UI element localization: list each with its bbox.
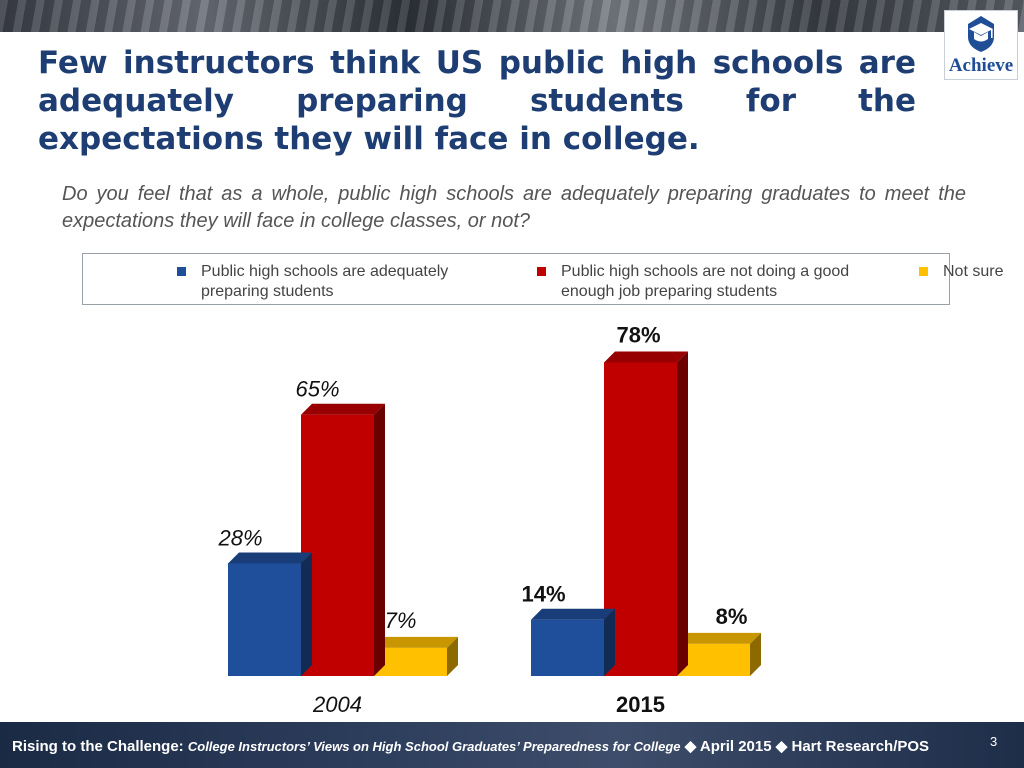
legend-swatch-adequate	[177, 267, 186, 276]
legend-item-not-sure: Not sure	[919, 262, 1024, 282]
bar-2015-series-2-side	[677, 351, 688, 676]
bar-2015-series-1-top	[531, 608, 615, 620]
bar-2004-series-3-top	[374, 636, 458, 648]
legend-item-not-adequate: Public high schools are not doing a good…	[537, 262, 891, 302]
graduation-cap-icon	[968, 16, 994, 52]
bar-2015-series-1	[531, 619, 604, 676]
footer-citation: Rising to the Challenge: College Instruc…	[12, 737, 929, 755]
data-label-2004-series-2: 65%	[295, 377, 339, 402]
footer-publication: College Instructors’ Views on High Schoo…	[187, 739, 681, 754]
legend-item-adequate: Public high schools are adequately prepa…	[177, 262, 501, 302]
legend-swatch-not-adequate	[537, 267, 546, 276]
bar-2004-series-3-side	[447, 636, 458, 676]
bar-2004-series-2-side	[374, 403, 385, 676]
bar-2004-series-1-top	[228, 552, 312, 564]
logo-text: Achieve	[948, 55, 1014, 76]
bar-2004-series-1-side	[301, 552, 312, 676]
category-label-2004: 2004	[312, 692, 362, 717]
legend-swatch-not-sure	[919, 267, 928, 276]
footer-separator-1: ◆	[684, 738, 697, 755]
legend-label-adequate: Public high schools are adequately prepa…	[201, 263, 449, 300]
footer-date: April 2015	[699, 738, 772, 755]
bar-2004-series-2-top	[301, 403, 385, 415]
data-label-2015-series-2: 78%	[616, 322, 660, 347]
bar-2004-series-2	[301, 414, 374, 676]
survey-question: Do you feel that as a whole, public high…	[62, 183, 966, 232]
legend-label-not-adequate: Public high schools are not doing a good…	[561, 263, 850, 300]
bar-2015-series-1-side	[604, 608, 615, 676]
data-label-2015-series-1: 14%	[521, 582, 565, 607]
bar-chart: 28% 65% 7% 14% 78% 8% 2004 2015	[217, 322, 761, 717]
footer-separator-2: ◆	[775, 738, 788, 755]
footer-source: Hart Research/POS	[791, 738, 930, 755]
achieve-logo: Achieve	[944, 10, 1018, 80]
data-label-2004-series-1: 28%	[217, 525, 262, 550]
page-title: Few instructors think US public high sch…	[38, 45, 916, 157]
bar-2015-series-3-top	[677, 632, 761, 644]
data-label-2004-series-3: 7%	[385, 608, 417, 633]
bar-2015-series-2-top	[604, 351, 688, 363]
bar-2015-series-3-side	[750, 632, 761, 676]
data-label-2015-series-3: 8%	[716, 604, 748, 629]
chart-legend: Public high schools are adequately prepa…	[82, 253, 1003, 305]
bar-2004-series-3	[374, 647, 447, 676]
footer-lead: Rising to the Challenge:	[12, 738, 184, 755]
legend-label-not-sure: Not sure	[943, 263, 1004, 280]
category-label-2015: 2015	[616, 692, 665, 717]
bar-2004-series-1	[228, 563, 301, 676]
page-number: 3	[990, 734, 998, 749]
bar-2015-series-3	[677, 643, 750, 676]
header-photo-band	[0, 0, 1024, 32]
footer-bar: Rising to the Challenge: College Instruc…	[0, 722, 1024, 768]
bar-2015-series-2	[604, 362, 677, 676]
